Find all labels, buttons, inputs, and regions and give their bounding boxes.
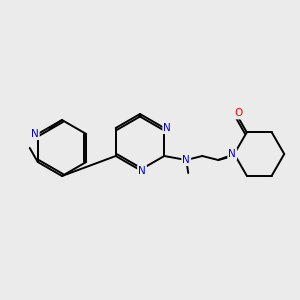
- Text: N: N: [228, 149, 236, 159]
- Text: N: N: [138, 166, 146, 176]
- Text: N: N: [182, 155, 190, 165]
- Text: N: N: [31, 129, 39, 139]
- Text: O: O: [235, 108, 243, 118]
- Text: N: N: [164, 123, 171, 133]
